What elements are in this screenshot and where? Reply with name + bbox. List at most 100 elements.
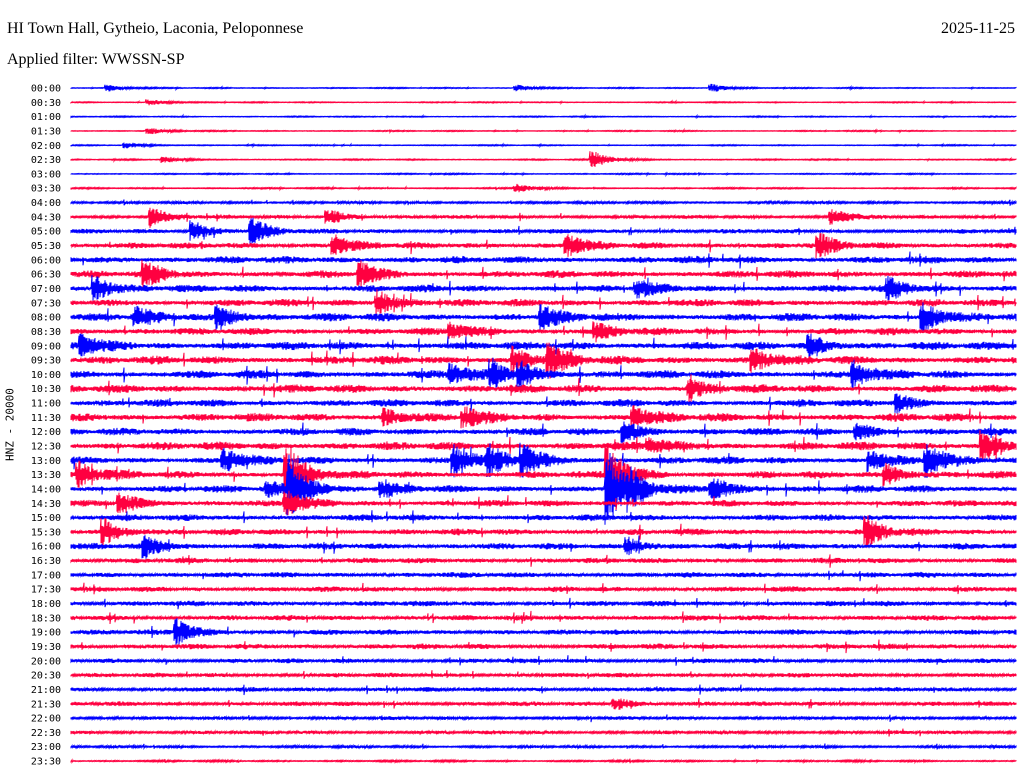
trace-line [70,217,1017,245]
trace-line [70,639,1017,654]
row-time-label: 14:30 [31,499,61,510]
row-time-label: 05:00 [31,227,61,238]
trace-line [70,207,1017,228]
trace-line [70,405,1017,430]
row-time-label: 21:30 [31,699,61,710]
row-time-label: 10:30 [31,384,61,395]
row-time-label: 16:00 [31,542,61,553]
row-time-label: 14:00 [31,484,61,495]
trace-line [70,183,1017,193]
row-time-label: 19:30 [31,642,61,653]
row-time-label: 08:00 [31,313,61,324]
row-time-label: 17:00 [31,570,61,581]
trace-line [70,714,1017,723]
trace-line [70,582,1017,595]
row-time-label: 02:30 [31,155,61,166]
station-title: HI Town Hall, Gytheio, Laconia, Peloponn… [7,20,304,37]
trace-line [70,442,1017,479]
trace-line [70,151,1017,168]
row-time-label: 11:00 [31,399,61,410]
trace-line [70,393,1017,414]
row-time-label: 08:30 [31,327,61,338]
trace-line [70,618,1017,645]
trace-line [70,443,1017,505]
trace-line [70,333,1017,358]
row-time-label: 07:30 [31,298,61,309]
row-time-label: 03:30 [31,184,61,195]
row-time-label: 01:30 [31,126,61,137]
trace-line [70,289,1017,317]
row-time-label: 01:00 [31,112,61,123]
trace-line [70,199,1017,206]
trace-line [70,83,1017,92]
row-time-label: 23:00 [31,742,61,753]
row-time-label: 00:30 [31,98,61,109]
trace-line [70,374,1017,404]
row-time-label: 15:30 [31,527,61,538]
row-time-label: 03:00 [31,169,61,180]
trace-line [70,251,1017,269]
row-time-label: 21:00 [31,685,61,696]
row-time-label: 19:00 [31,628,61,639]
trace-line [70,171,1017,178]
trace-line [70,357,1017,390]
trace-line [70,430,1017,461]
row-time-label: 16:30 [31,556,61,567]
trace-line [70,570,1017,582]
trace-line [70,698,1017,710]
filter-label: Applied filter: WWSSN-SP [7,51,185,68]
trace-line [70,127,1017,135]
row-time-label: 11:30 [31,413,61,424]
trace-line [70,610,1017,625]
trace-line [70,259,1017,288]
trace-line [70,535,1017,559]
row-time-label: 12:30 [31,442,61,453]
trace-line [70,99,1017,106]
trace-line [70,275,1017,301]
trace-line [70,655,1017,666]
row-time-label: 20:30 [31,671,61,682]
date-label: 2025-11-25 [940,20,1015,37]
row-time-label: 23:30 [31,757,61,768]
trace-line [70,743,1017,751]
trace-line [70,342,1017,379]
row-time-label: 22:00 [31,714,61,725]
trace-line [70,554,1017,568]
row-time-label: 15:00 [31,513,61,524]
trace-line [70,728,1017,737]
row-time-label: 13:00 [31,456,61,467]
row-time-label: 00:00 [31,84,61,95]
row-time-label: 05:30 [31,241,61,252]
row-time-label: 04:00 [31,198,61,209]
trace-line [70,113,1017,120]
trace-line [70,421,1017,444]
row-time-label: 04:30 [31,212,61,223]
row-time-label: 10:00 [31,370,61,381]
trace-line [70,142,1017,149]
row-time-label: 17:30 [31,585,61,596]
row-time-label: 22:30 [31,728,61,739]
trace-line [70,515,1017,548]
row-time-label: 20:00 [31,656,61,667]
row-time-label: 12:00 [31,427,61,438]
row-time-label: 06:00 [31,255,61,266]
row-time-label: 09:30 [31,356,61,367]
row-time-label: 06:30 [31,270,61,281]
trace-line [70,510,1017,524]
trace-line [70,233,1017,259]
trace-line [70,302,1017,333]
trace-line [70,757,1017,765]
row-time-label: 02:00 [31,141,61,152]
row-time-label: 18:30 [31,613,61,624]
trace-line [70,452,1017,525]
trace-line [70,490,1017,516]
trace-line [70,670,1017,679]
trace-line [70,684,1017,696]
trace-line [70,597,1017,610]
row-time-label: 09:00 [31,341,61,352]
row-time-label: 07:00 [31,284,61,295]
row-time-label: 13:30 [31,470,61,481]
row-time-label: 18:00 [31,599,61,610]
trace-line [70,321,1017,343]
